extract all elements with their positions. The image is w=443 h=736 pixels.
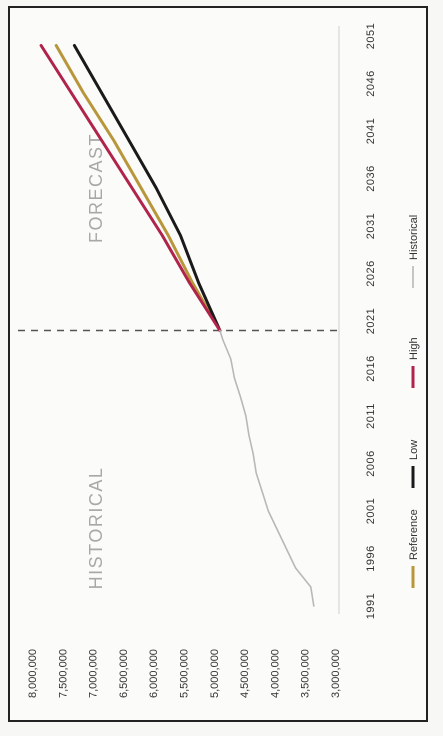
x-tick-label-2026: 2026 bbox=[365, 260, 377, 286]
y-tick-label-6500000: 6,500,000 bbox=[118, 649, 130, 698]
legend-label-historical: Historical bbox=[408, 215, 420, 260]
y-tick-label-7000000: 7,000,000 bbox=[88, 649, 100, 698]
series-line-high bbox=[39, 44, 222, 332]
legend-label-low: Low bbox=[408, 440, 420, 460]
chart-frame: 1991 1996 2001 2006 2011 2016 2021 2026 2031 2036… bbox=[8, 6, 428, 722]
y-tick-label-5000000: 5,000,000 bbox=[209, 649, 221, 698]
x-tick-label-2046: 2046 bbox=[365, 70, 377, 96]
series-line-historical bbox=[219, 329, 315, 607]
x-tick-label-2031: 2031 bbox=[365, 213, 377, 239]
y-tick-label-8000000: 8,000,000 bbox=[27, 649, 39, 698]
series-line-reference bbox=[54, 44, 222, 332]
x-tick-label-2016: 2016 bbox=[365, 355, 377, 381]
y-tick-label-3000000: 3,000,000 bbox=[330, 649, 342, 698]
legend-label-high: High bbox=[408, 337, 420, 360]
x-tick-label-2001: 2001 bbox=[365, 498, 377, 524]
y-tick-label-3500000: 3,500,000 bbox=[300, 649, 312, 698]
y-tick-label-5500000: 5,500,000 bbox=[179, 649, 191, 698]
y-tick-label-6000000: 6,000,000 bbox=[148, 649, 160, 698]
x-tick-label-2011: 2011 bbox=[365, 403, 377, 429]
y-tick-label-7500000: 7,500,000 bbox=[57, 649, 69, 698]
y-tick-label-4000000: 4,000,000 bbox=[269, 649, 281, 698]
x-tick-label-2006: 2006 bbox=[365, 450, 377, 476]
series-line-low bbox=[72, 44, 222, 332]
y-tick-label-4500000: 4,500,000 bbox=[239, 649, 251, 698]
legend-label-reference: Reference bbox=[408, 509, 420, 560]
x-tick-label-2036: 2036 bbox=[365, 165, 377, 191]
population-forecast-chart: 1991 1996 2001 2006 2011 2016 2021 2026 2031 2036… bbox=[18, 23, 420, 698]
x-tick-label-2021: 2021 bbox=[365, 308, 377, 334]
forecast-annotation: FORECAST bbox=[86, 133, 106, 243]
x-tick-label-2051: 2051 bbox=[365, 23, 377, 49]
x-tick-label-1996: 1996 bbox=[365, 545, 377, 571]
x-tick-label-1991: 1991 bbox=[365, 593, 377, 619]
historical-annotation: HISTORICAL bbox=[86, 467, 106, 590]
x-tick-label-2041: 2041 bbox=[365, 118, 377, 144]
